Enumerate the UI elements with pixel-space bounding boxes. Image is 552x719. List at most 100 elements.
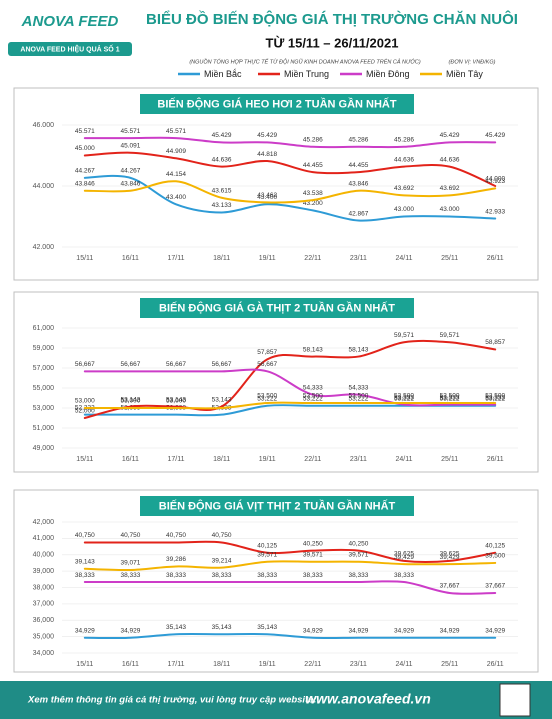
value-label: 43.462 bbox=[257, 192, 277, 199]
value-label: 53,500 bbox=[257, 393, 277, 400]
y-tick-label: 40,000 bbox=[33, 552, 55, 559]
slogan-box bbox=[8, 42, 132, 56]
value-label: 53,222 bbox=[348, 395, 368, 402]
value-label: 39,500 bbox=[485, 553, 505, 560]
chart-panel bbox=[13, 291, 539, 473]
value-label: 56,667 bbox=[257, 361, 277, 368]
value-label: 57,857 bbox=[257, 349, 277, 356]
value-label: 34,929 bbox=[120, 628, 140, 635]
value-label: 37,667 bbox=[485, 583, 505, 590]
value-label: 43.615 bbox=[212, 187, 232, 194]
x-tick-label: 16/11 bbox=[122, 661, 139, 668]
chart-title-banner bbox=[140, 94, 414, 114]
legend-label: Miền Tây bbox=[446, 69, 483, 79]
value-label: 53,143 bbox=[166, 396, 186, 403]
value-label: 38,333 bbox=[257, 572, 277, 579]
series-line bbox=[83, 540, 497, 564]
value-label: 40,750 bbox=[75, 532, 95, 539]
title: BIỂU ĐỒ BIẾN ĐỘNG GIÁ THỊ TRƯỜNG CHĂN NU… bbox=[146, 10, 518, 28]
x-tick-label: 17/11 bbox=[168, 255, 185, 262]
value-label: 56,667 bbox=[212, 361, 232, 368]
value-label: 39,625 bbox=[394, 551, 414, 558]
x-tick-label: 26/11 bbox=[487, 255, 504, 262]
y-tick-label: 36,000 bbox=[33, 617, 55, 624]
value-label: 45.571 bbox=[166, 128, 186, 135]
x-tick-label: 24/11 bbox=[396, 456, 413, 463]
value-label: 53,222 bbox=[303, 395, 323, 402]
value-label: 56,667 bbox=[166, 361, 186, 368]
logo: ANOVA FEED bbox=[21, 13, 119, 30]
value-label: 53,000 bbox=[166, 398, 186, 405]
x-tick-label: 22/11 bbox=[304, 255, 321, 262]
x-tick-label: 26/11 bbox=[487, 456, 504, 463]
x-tick-label: 25/11 bbox=[441, 255, 458, 262]
value-label: 43.692 bbox=[394, 185, 414, 192]
value-label: 44.909 bbox=[166, 148, 186, 155]
value-label: 53,333 bbox=[440, 394, 460, 401]
chart-title-banner bbox=[140, 496, 414, 516]
value-label: 44.455 bbox=[348, 162, 368, 169]
x-tick-label: 15/11 bbox=[76, 456, 93, 463]
value-label: 45.429 bbox=[440, 132, 460, 139]
series-line bbox=[83, 151, 497, 187]
series-line bbox=[83, 339, 497, 419]
value-label: 39,571 bbox=[257, 551, 277, 558]
series-line bbox=[83, 174, 497, 222]
value-label: 53,143 bbox=[212, 396, 232, 403]
chart-title: BIẾN ĐỘNG GIÁ GÀ THỊT 2 TUẦN GẦN NHẤT bbox=[159, 301, 395, 314]
series-line bbox=[83, 136, 497, 149]
value-label: 38,333 bbox=[394, 572, 414, 579]
value-label: 40,125 bbox=[257, 542, 277, 549]
value-label: 43.000 bbox=[394, 206, 414, 213]
value-label: 43.846 bbox=[120, 180, 140, 187]
value-label: 53,500 bbox=[348, 393, 368, 400]
value-label: 53,500 bbox=[440, 393, 460, 400]
value-label: 53,143 bbox=[120, 396, 140, 403]
value-label: 40,750 bbox=[120, 532, 140, 539]
x-tick-label: 26/11 bbox=[487, 661, 504, 668]
value-label: 39,214 bbox=[212, 557, 232, 564]
y-tick-label: 53,000 bbox=[33, 405, 55, 412]
value-label: 40,750 bbox=[166, 532, 186, 539]
value-label: 53,500 bbox=[394, 393, 414, 400]
footer-website: www.anovafeed.vn bbox=[305, 691, 431, 707]
value-label: 44.455 bbox=[303, 162, 323, 169]
value-label: 34,929 bbox=[348, 628, 368, 635]
series-line bbox=[83, 580, 497, 595]
y-tick-label: 61,000 bbox=[33, 325, 55, 332]
footer-text: Xem thêm thông tin giá cả thị trường, vu… bbox=[27, 695, 317, 706]
value-label: 34,929 bbox=[303, 628, 323, 635]
x-tick-label: 17/11 bbox=[168, 661, 185, 668]
x-tick-label: 25/11 bbox=[441, 456, 458, 463]
x-tick-label: 16/11 bbox=[122, 255, 139, 262]
value-label: 54,333 bbox=[303, 384, 323, 391]
series-line bbox=[83, 560, 497, 572]
chart-title: BIẾN ĐỘNG GIÁ HEO HƠI 2 TUẦN GẦN NHẤT bbox=[157, 97, 396, 110]
value-label: 45.091 bbox=[120, 142, 140, 149]
value-label: 59,571 bbox=[394, 332, 414, 339]
value-label: 34,929 bbox=[75, 628, 95, 635]
y-tick-label: 34,000 bbox=[33, 650, 55, 657]
chart-title: BIẾN ĐỘNG GIÁ VỊT THỊT 2 TUẦN GẦN NHẤT bbox=[159, 499, 396, 512]
value-label: 45.571 bbox=[75, 128, 95, 135]
value-label: 35,143 bbox=[257, 624, 277, 631]
x-tick-label: 15/11 bbox=[76, 255, 93, 262]
value-label: 53,222 bbox=[394, 395, 414, 402]
value-label: 45.429 bbox=[485, 132, 505, 139]
value-label: 45.286 bbox=[303, 136, 323, 143]
value-label: 43.200 bbox=[303, 200, 323, 207]
chart-panel bbox=[13, 87, 539, 281]
series-line bbox=[83, 368, 497, 407]
legend-label: Miền Trung bbox=[284, 69, 329, 79]
value-label: 45.286 bbox=[394, 136, 414, 143]
y-tick-label: 57,000 bbox=[33, 365, 55, 372]
value-label: 54,333 bbox=[348, 384, 368, 391]
series-line bbox=[83, 401, 497, 410]
subtitle: TỪ 15/11 – 26/11/2021 bbox=[266, 35, 399, 50]
value-label: 38,333 bbox=[348, 572, 368, 579]
footer-bar bbox=[0, 681, 552, 719]
y-tick-label: 51,000 bbox=[33, 425, 55, 432]
value-label: 39,571 bbox=[348, 551, 368, 558]
x-tick-label: 19/11 bbox=[259, 255, 276, 262]
value-label: 34,929 bbox=[394, 628, 414, 635]
